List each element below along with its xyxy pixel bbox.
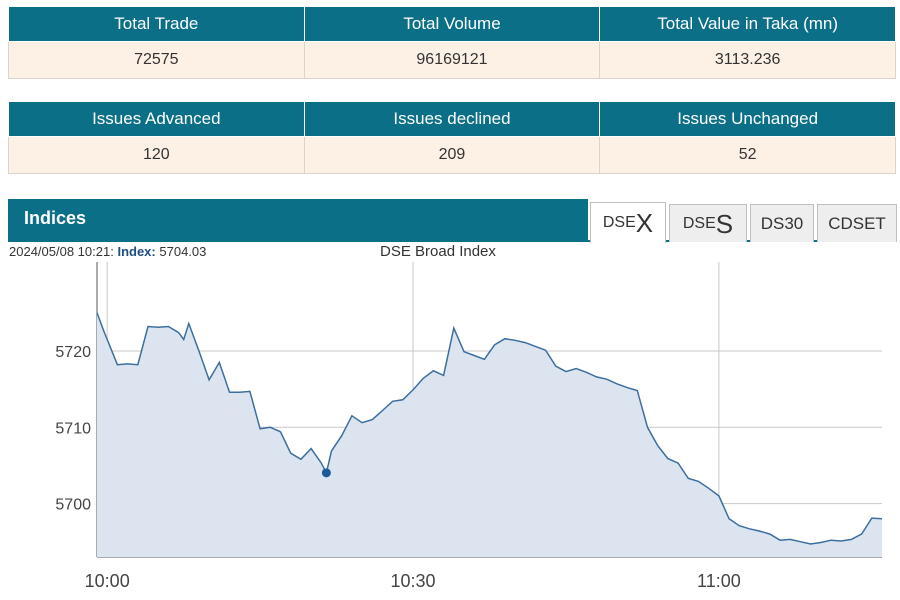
tab-cdset[interactable]: CDSET: [817, 204, 897, 242]
y-tick-label: 5700: [55, 497, 91, 514]
chart-title: DSE Broad Index: [380, 243, 496, 260]
total-value-value: 3113.236: [599, 41, 896, 79]
y-tick-label: 5710: [55, 420, 91, 437]
tab-dsex-prefix: DSE: [602, 214, 636, 231]
index-info-line: 2024/05/08 10:21: Index: 5704.03: [9, 244, 206, 259]
issues-unchanged-value: 52: [599, 136, 896, 174]
tab-dses-prefix: DSE: [682, 214, 716, 232]
tab-dses-suffix: S: [715, 208, 734, 239]
indices-title: Indices: [24, 208, 87, 228]
tab-ds30-label: DS30: [760, 213, 804, 233]
x-tick-label: 10:30: [391, 571, 436, 591]
total-trade-value: 72575: [8, 41, 305, 79]
total-volume-header: Total Volume: [303, 6, 601, 42]
tab-dsex[interactable]: DSE X: [590, 202, 666, 243]
series-area: [97, 312, 882, 557]
total-volume-value: 96169121: [303, 41, 601, 79]
total-trade-header: Total Trade: [8, 6, 305, 42]
issues-advanced-value: 120: [8, 136, 305, 174]
tab-dses[interactable]: DSE S: [669, 204, 747, 242]
total-value-header: Total Value in Taka (mn): [599, 6, 896, 42]
index-chart[interactable]: 5700 5710 5720 10:00 10:30 11:00: [0, 262, 900, 600]
issues-declined-header: Issues declined: [303, 101, 601, 137]
tab-cdset-label: CDSET: [828, 213, 886, 233]
info-index-label: Index:: [117, 244, 156, 259]
x-tick-label: 10:00: [85, 571, 130, 591]
issues-table: Issues Advanced Issues declined Issues U…: [8, 101, 896, 174]
tab-ds30[interactable]: DS30: [750, 204, 814, 242]
info-datetime: 2024/05/08 10:21:: [9, 244, 114, 259]
y-tick-label: 5720: [55, 344, 91, 361]
issues-declined-value: 209: [303, 136, 601, 174]
highlight-point: [321, 468, 331, 478]
indices-header: Indices: [8, 199, 588, 242]
info-index-value: 5704.03: [159, 244, 207, 259]
series-line: [96, 312, 883, 545]
market-summary-table: Total Trade Total Volume Total Value in …: [8, 6, 896, 79]
x-tick-label: 11:00: [697, 571, 741, 591]
issues-unchanged-header: Issues Unchanged: [599, 101, 896, 137]
indices-divider: [8, 240, 896, 242]
issues-advanced-header: Issues Advanced: [8, 101, 305, 137]
tab-dsex-suffix: X: [635, 208, 654, 238]
